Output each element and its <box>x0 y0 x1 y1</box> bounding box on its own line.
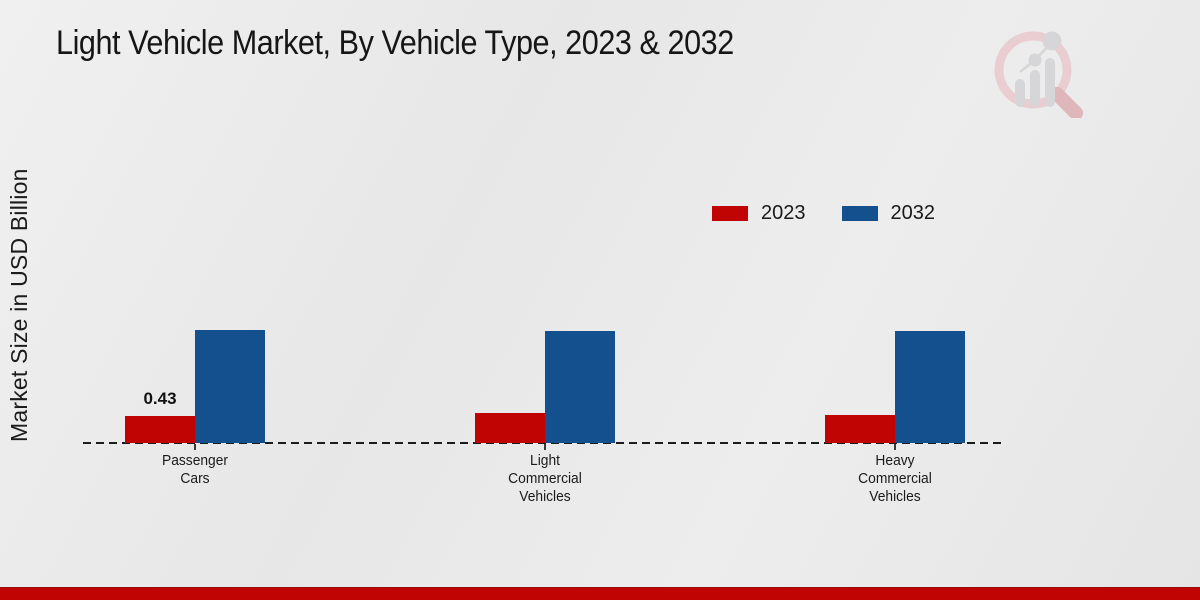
category-label: Heavy Commercial Vehicles <box>858 452 932 505</box>
axis-tick <box>894 444 896 450</box>
bar-2032-light-commercial-vehicles <box>545 331 615 443</box>
legend-swatch-2032 <box>841 206 878 221</box>
legend-label-2023: 2023 <box>761 202 806 224</box>
bar-2023-heavy-commercial-vehicles <box>825 415 895 443</box>
legend: 2023 2032 <box>712 202 935 225</box>
bar-value-label: 0.43 <box>143 389 177 408</box>
bar-2023-passenger-cars <box>125 416 195 443</box>
legend-label-2032: 2032 <box>890 202 936 224</box>
bar-2023-light-commercial-vehicles <box>475 413 545 443</box>
legend-item-2032: 2032 <box>841 202 936 225</box>
category-label: Light Commercial Vehicles <box>508 452 582 505</box>
magnifier-bar-chart-logo-icon <box>994 31 1083 118</box>
axis-tick <box>544 444 546 450</box>
page-title: Light Vehicle Market, By Vehicle Type, 2… <box>56 24 734 62</box>
legend-item-2023: 2023 <box>712 202 806 225</box>
category-label: Passenger Cars <box>162 452 228 487</box>
x-axis-baseline <box>83 442 1006 444</box>
legend-swatch-2023 <box>712 206 748 221</box>
bar-2032-heavy-commercial-vehicles <box>895 331 965 443</box>
footer-red-band <box>0 587 1200 600</box>
bar-2032-passenger-cars <box>195 330 265 443</box>
axis-tick <box>194 444 196 450</box>
